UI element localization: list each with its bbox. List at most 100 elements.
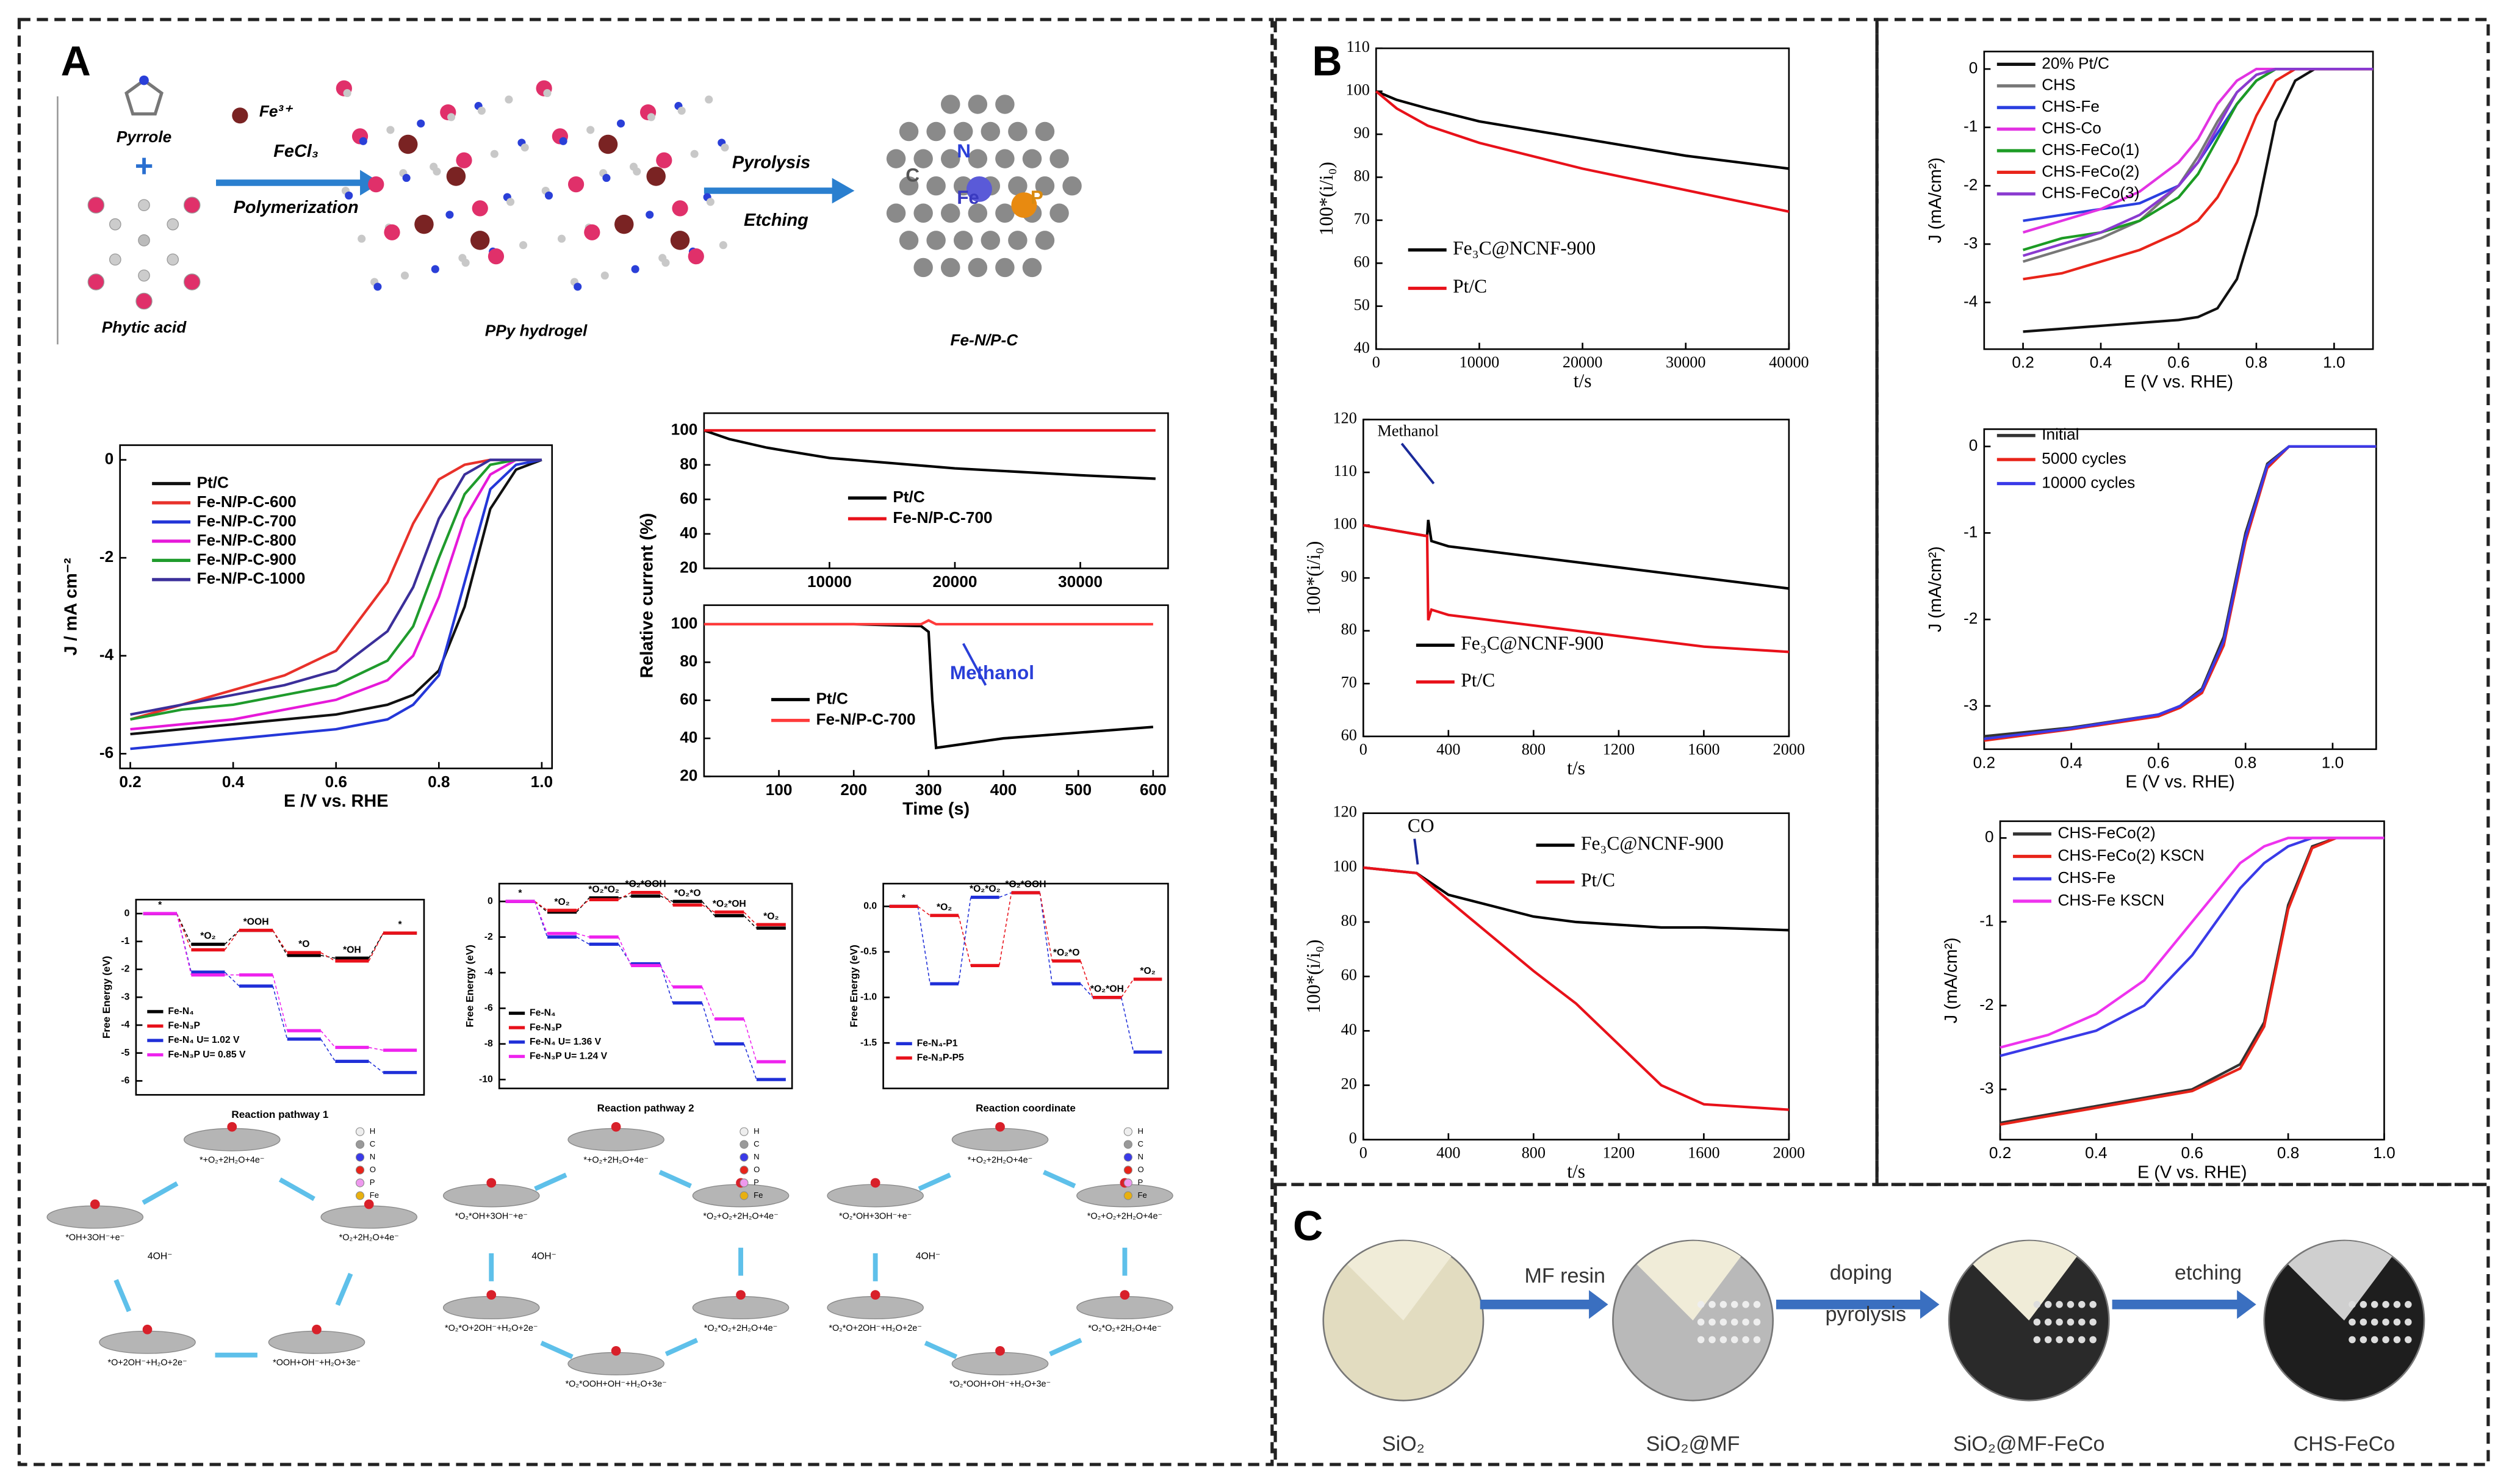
connector	[660, 965, 674, 987]
x-tick-label: 0.8	[2245, 353, 2267, 372]
connector	[320, 1030, 336, 1048]
annotation: Methanol	[1378, 422, 1439, 440]
atom	[941, 95, 960, 114]
legend-label: Fe-N₄-P1	[917, 1038, 958, 1048]
y-axis-label: 100*(i/i₀)	[1303, 541, 1324, 615]
atom	[1049, 203, 1069, 223]
plot-frame	[498, 882, 793, 1090]
legend-label: CHS-FeCo(1)	[2042, 140, 2139, 159]
annotation-arrow	[1413, 838, 1419, 865]
atom	[138, 199, 150, 212]
element-label: N	[1138, 1152, 1143, 1161]
center-label: 4OH⁻	[531, 1251, 556, 1261]
label: Phytic acid	[102, 318, 187, 336]
pore	[2033, 1301, 2041, 1308]
y-tick-label: -2	[99, 547, 113, 566]
connector	[272, 930, 288, 956]
atom	[616, 119, 625, 128]
y-tick-label: 100	[1333, 515, 1357, 533]
series-line	[130, 458, 542, 716]
x-tick-label: 1600	[1688, 740, 1719, 758]
element-key	[355, 1140, 365, 1149]
x-tick-label: 0.2	[1973, 753, 1995, 771]
step-label: MF resin	[1524, 1264, 1605, 1288]
connector	[1080, 960, 1093, 998]
y-axis-label: J (mA/cm²)	[1926, 157, 1945, 243]
x-tick-label: 300	[915, 780, 942, 799]
state-label: *OOH+OH⁻+H₂O+3e⁻	[273, 1358, 361, 1368]
label: Fe³⁺	[259, 102, 293, 120]
element-key	[740, 1127, 749, 1136]
label: Pyrrole	[117, 128, 171, 146]
y-axis-label: J (mA/cm²)	[1926, 546, 1945, 632]
connector	[1121, 979, 1134, 998]
label: Fe-N/P-C	[950, 331, 1018, 349]
annotation-arrow	[962, 643, 987, 686]
element-key	[1123, 1191, 1132, 1200]
catalyst-sheet	[183, 1128, 281, 1151]
y-axis-label: Free Energy (eV)	[101, 956, 112, 1039]
atom	[721, 143, 729, 152]
atom	[953, 121, 973, 142]
adsorbate	[870, 1178, 880, 1188]
pore	[2067, 1301, 2075, 1308]
catalyst-sheet	[442, 1296, 540, 1320]
atom	[600, 272, 609, 280]
label: Pyrolysis	[732, 153, 810, 173]
atom	[899, 121, 919, 142]
y-tick-label: 100	[1333, 857, 1357, 875]
x-tick-label: 400	[990, 780, 1017, 799]
atom	[109, 218, 121, 231]
scheme-a: Pyrrole + Phytic acid Fe³⁺ FeCl₃ Polymer…	[57, 75, 1018, 349]
step-label: *O₂	[1140, 966, 1155, 976]
atom	[926, 121, 946, 142]
x-tick-label: 400	[1436, 740, 1460, 758]
connector	[224, 930, 240, 951]
connector	[618, 891, 632, 901]
adsorbate	[142, 1324, 153, 1335]
legend-label: Pt/C	[816, 689, 848, 707]
label: FeCl₃	[273, 142, 319, 161]
pore	[1753, 1318, 1761, 1326]
y-tick-label: 120	[1333, 409, 1357, 427]
state-label: *O₂*OOH+OH⁻+H₂O+3e⁻	[949, 1380, 1051, 1389]
connector	[368, 932, 384, 959]
step-label: *OH	[343, 945, 361, 955]
pore	[2078, 1301, 2086, 1308]
pore	[2089, 1318, 2097, 1326]
x-tick-label: 0.8	[2234, 753, 2256, 771]
atom	[456, 152, 472, 168]
y-tick-label: -6	[121, 1076, 129, 1086]
y-tick-label: 110	[1346, 38, 1369, 56]
legend-label: Fe-N₄ U= 1.02 V	[168, 1035, 240, 1045]
y-tick-label: 0	[1969, 436, 1978, 455]
atom	[656, 152, 672, 168]
catalyst-sheet	[46, 1205, 144, 1229]
y-tick-label: -4	[121, 1020, 129, 1030]
state-label: *+O₂+2H₂O+4e⁻	[583, 1156, 649, 1165]
atom	[505, 95, 513, 104]
legend-label: Fe₃C@NCNF-900	[1581, 832, 1724, 854]
cycle-arrow	[113, 1279, 132, 1313]
legend-label: Fe-N₃P U= 0.85 V	[168, 1050, 246, 1060]
legend-label: CHS-Fe KSCN	[2057, 891, 2164, 909]
pore	[1719, 1301, 1727, 1308]
y-tick-label: 60	[1341, 966, 1357, 984]
step-label: *O₂	[200, 931, 215, 941]
pore	[2382, 1301, 2389, 1308]
atom-labels: C N Fe P	[905, 140, 1043, 208]
x-tick-label: 40000	[1769, 353, 1809, 371]
catalyst-sheet	[567, 1352, 664, 1375]
pore	[2405, 1318, 2412, 1326]
y-tick-label: -1	[1979, 912, 1993, 930]
y-tick-label: -3	[121, 992, 129, 1002]
series-line	[2000, 837, 2385, 1126]
label: Polymerization	[234, 198, 359, 217]
panel-label: A	[61, 38, 91, 84]
y-tick-label: 0	[488, 896, 493, 906]
connector	[272, 930, 288, 953]
state-label: *+O₂+2H₂O+4e⁻	[968, 1156, 1033, 1165]
connector	[1039, 892, 1053, 984]
y-tick-label: 110	[1333, 462, 1356, 480]
